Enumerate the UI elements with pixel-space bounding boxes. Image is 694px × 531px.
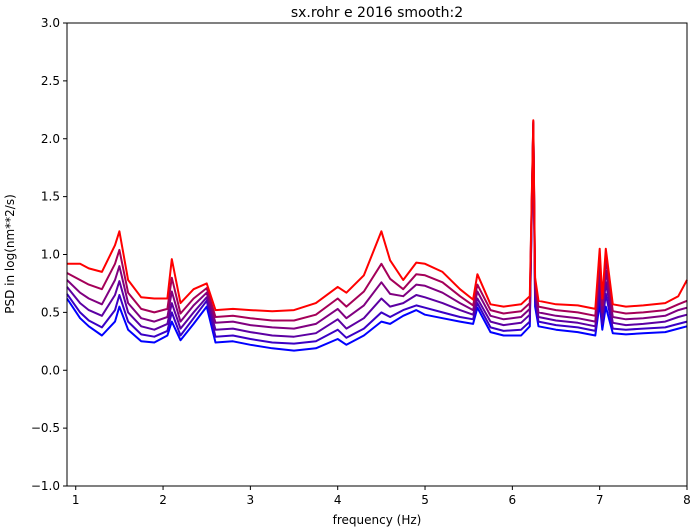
x-tick-label: 7: [596, 493, 604, 507]
x-tick-label: 5: [421, 493, 429, 507]
chart-title: sx.rohr e 2016 smooth:2: [291, 5, 463, 21]
x-tick-label: 3: [247, 493, 255, 507]
x-tick-label: 4: [334, 493, 342, 507]
y-tick-label: 2.0: [41, 132, 60, 146]
x-tick-label: 8: [683, 493, 691, 507]
series-lines: [66, 119, 688, 352]
y-tick-label: 3.0: [41, 16, 60, 30]
y-tick-label: 1.5: [41, 190, 60, 204]
y-tick-label: −1.0: [31, 479, 60, 493]
x-tick-label: 2: [159, 493, 167, 507]
series-line-6: [67, 119, 688, 313]
x-tick-label: 6: [509, 493, 517, 507]
y-tick-label: −0.5: [31, 421, 60, 435]
x-axis: 1 2 3 4 5 6 7 8: [72, 486, 691, 507]
y-tick-label: 2.5: [41, 74, 60, 88]
y-tick-label: 1.0: [41, 248, 60, 262]
x-axis-label: frequency (Hz): [333, 513, 422, 527]
y-axis-label: PSD in log(nm**2/s): [3, 194, 17, 314]
y-axis: −1.0 −0.5 0.0 0.5 1.0 1.5 2.0 2.5 3.0: [31, 16, 67, 493]
y-tick-label: 0.0: [41, 363, 60, 377]
x-tick-label: 1: [72, 493, 80, 507]
y-tick-label: 0.5: [41, 305, 60, 319]
